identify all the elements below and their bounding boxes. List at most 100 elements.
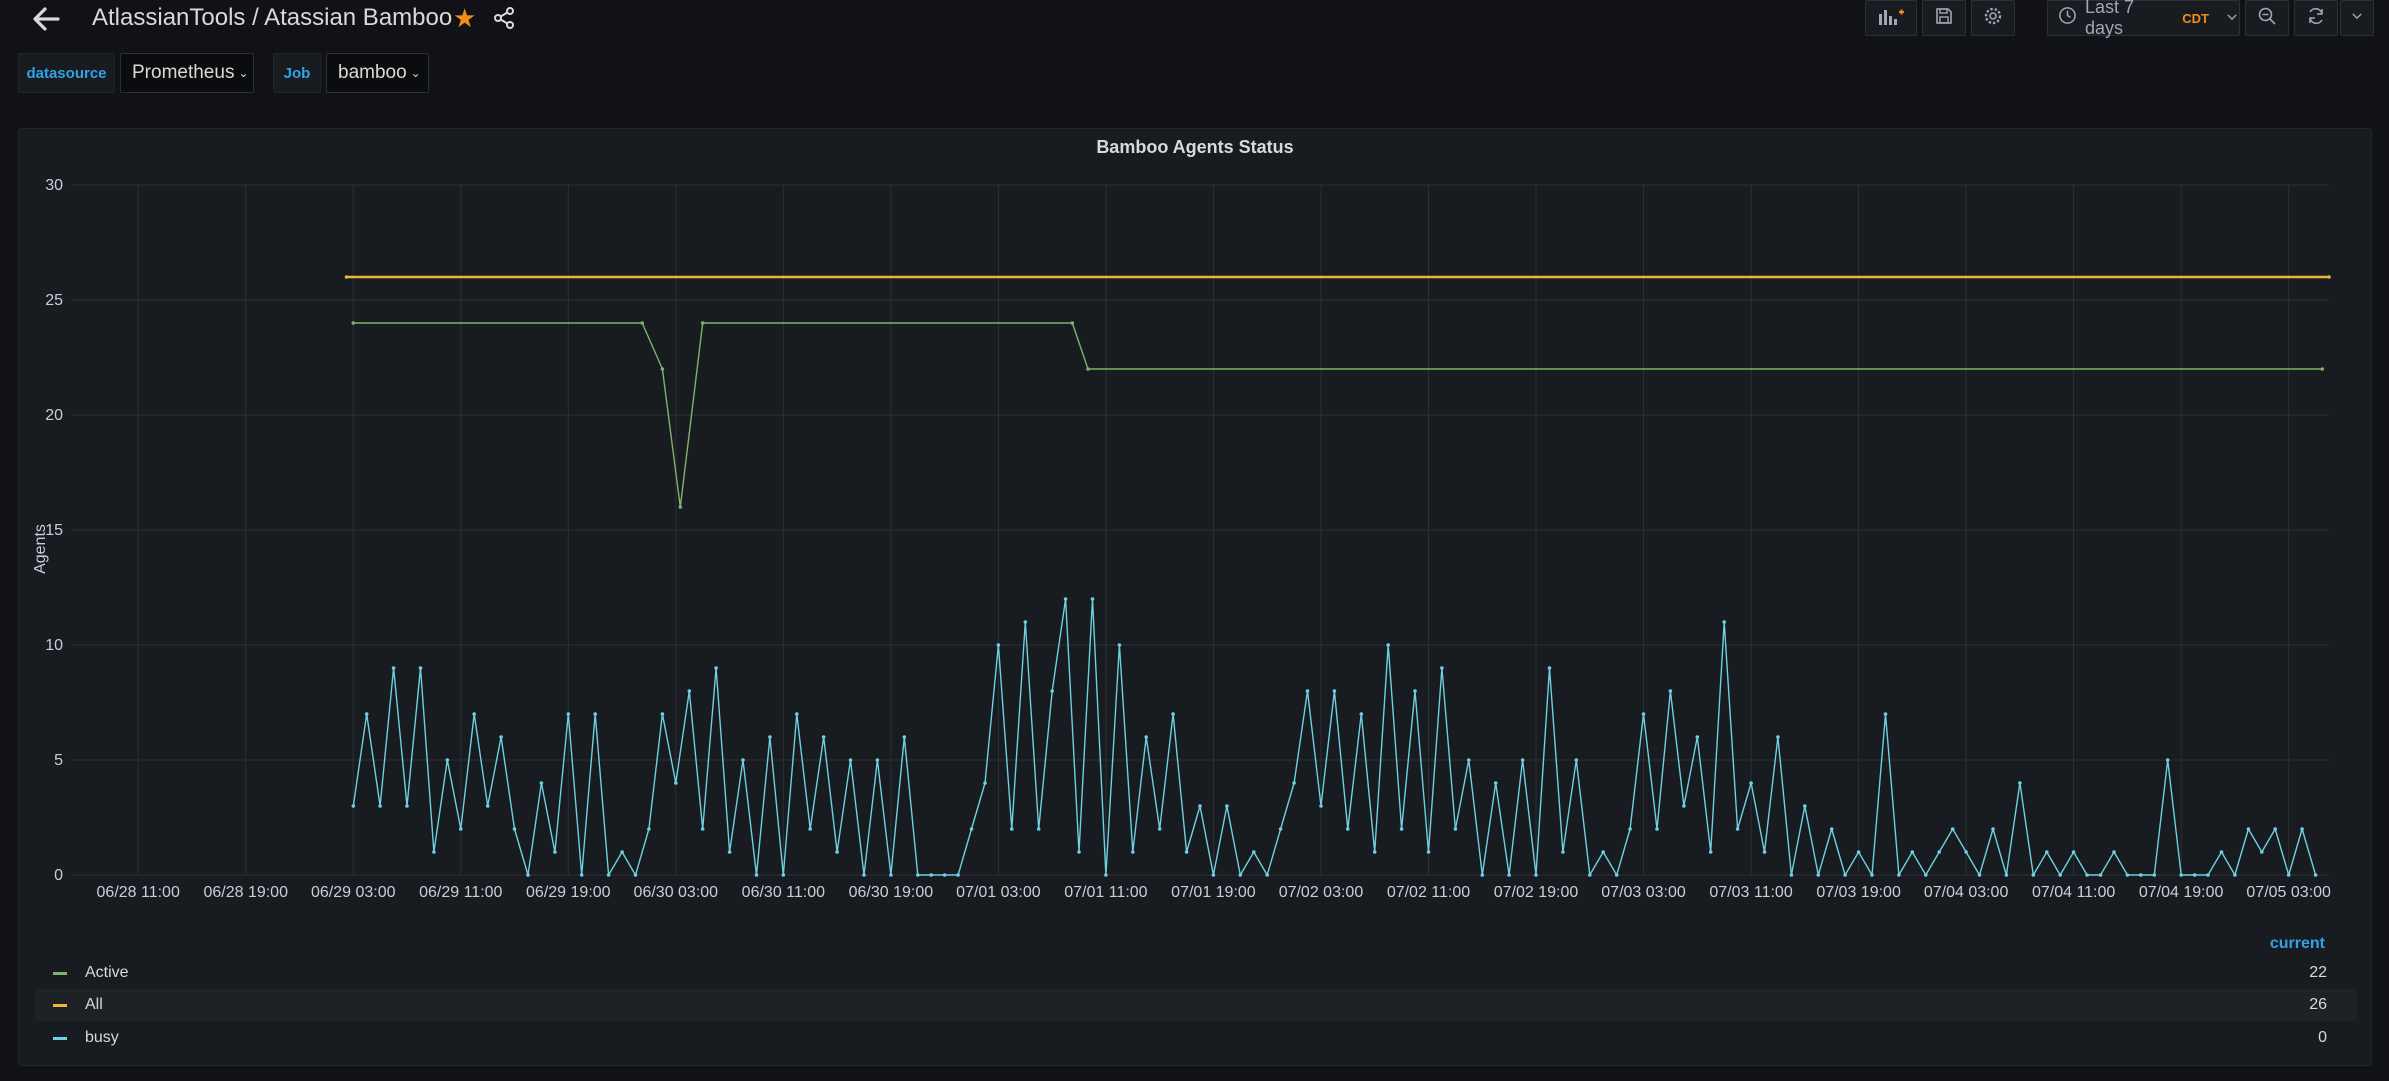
data-point xyxy=(1883,712,1888,716)
x-tick-label: 07/04 19:00 xyxy=(2139,884,2224,901)
data-point xyxy=(875,758,880,762)
data-point xyxy=(1090,597,1095,601)
data-point xyxy=(1561,850,1565,854)
data-point xyxy=(2320,367,2325,371)
data-point xyxy=(660,367,665,371)
data-point xyxy=(1534,873,1538,877)
legend-swatch xyxy=(53,1036,67,1040)
dashboard-settings-button[interactable] xyxy=(1971,0,2015,36)
x-axis-ticks: 06/28 11:00 06/28 19:00 06/29 03:00 06/29 1… xyxy=(97,884,2332,901)
data-point xyxy=(472,712,477,716)
data-point xyxy=(1480,873,1485,877)
chevron-down-icon xyxy=(2225,8,2239,29)
data-point xyxy=(1372,850,1377,854)
data-point xyxy=(727,850,732,854)
legend-item-all[interactable]: All 26 xyxy=(35,989,2357,1021)
refresh-button[interactable] xyxy=(2294,0,2338,36)
agents-chart: 0 5 10 15 20 25 30 06/28 11:00 06/28 19:00 06/29… xyxy=(32,177,2332,901)
y-tick-label: 30 xyxy=(45,177,63,194)
data-point xyxy=(1870,873,1874,877)
data-point xyxy=(1937,850,1941,854)
data-point xyxy=(1762,850,1767,854)
data-point xyxy=(1682,804,1686,808)
x-tick-label: 07/02 03:00 xyxy=(1279,884,1364,901)
data-point xyxy=(1641,712,1646,716)
data-point xyxy=(1036,827,1041,831)
data-point xyxy=(2071,850,2076,854)
legend-series-name[interactable]: Active xyxy=(85,964,129,981)
data-point xyxy=(432,850,436,854)
legend-item-active[interactable]: Active 22 xyxy=(35,957,2357,989)
data-point xyxy=(647,827,651,831)
data-point xyxy=(1426,850,1431,854)
data-point xyxy=(364,712,369,716)
data-point xyxy=(674,781,678,785)
data-point xyxy=(808,827,812,831)
job-value: bamboo xyxy=(338,62,407,83)
refresh-interval-dropdown[interactable] xyxy=(2340,0,2374,36)
data-point xyxy=(1023,620,1028,624)
data-point xyxy=(1063,597,1068,601)
data-point xyxy=(1198,804,1202,808)
data-point xyxy=(1086,367,1090,371)
data-point xyxy=(862,873,866,877)
back-arrow-icon[interactable] xyxy=(30,4,62,34)
data-point xyxy=(1588,873,1592,877)
time-range-picker[interactable]: Last 7 days CDT xyxy=(2047,0,2240,38)
save-dashboard-button[interactable] xyxy=(1922,0,1966,36)
chevron-down-icon: ⌄ xyxy=(410,66,421,80)
data-point xyxy=(741,758,745,762)
data-point xyxy=(1722,620,1726,624)
data-point xyxy=(835,850,839,854)
x-tick-label: 07/04 11:00 xyxy=(2032,884,2115,901)
data-point xyxy=(1305,689,1310,693)
data-point xyxy=(351,804,356,808)
data-point xyxy=(754,873,759,877)
datasource-select[interactable]: Prometheus ⌄ xyxy=(120,53,254,93)
data-point xyxy=(1856,850,1861,854)
data-point xyxy=(1238,873,1243,877)
legend-current-value: 0 xyxy=(2318,1029,2327,1046)
data-point xyxy=(1399,827,1404,831)
zoom-out-icon xyxy=(2257,6,2277,31)
x-tick-label: 06/28 19:00 xyxy=(203,884,288,901)
data-point xyxy=(1910,850,1915,854)
x-tick-label: 06/30 03:00 xyxy=(634,884,719,901)
data-point xyxy=(2233,873,2237,877)
data-point xyxy=(956,873,960,877)
data-point xyxy=(445,758,450,762)
data-point xyxy=(1776,735,1780,739)
data-point xyxy=(1467,758,1471,762)
data-point xyxy=(2313,873,2318,877)
legend-series-name[interactable]: busy xyxy=(85,1029,119,1046)
data-point xyxy=(795,712,799,716)
data-point xyxy=(566,712,571,716)
legend-current-header[interactable]: current xyxy=(2269,935,2325,952)
data-point xyxy=(2098,873,2103,877)
data-point xyxy=(889,873,893,877)
data-point xyxy=(700,827,705,831)
data-point xyxy=(526,873,530,877)
zoom-out-button[interactable] xyxy=(2245,0,2289,36)
save-icon xyxy=(1934,6,1954,31)
share-icon[interactable] xyxy=(492,6,516,30)
data-point xyxy=(969,827,974,831)
star-icon[interactable]: ★ xyxy=(453,3,477,33)
variable-label-job: Job xyxy=(273,53,321,93)
data-point xyxy=(1359,712,1364,716)
panel-title[interactable]: Bamboo Agents Status xyxy=(1096,137,1294,157)
data-point xyxy=(714,666,718,670)
data-point xyxy=(1695,735,1700,739)
data-point xyxy=(1131,850,1135,854)
data-point xyxy=(640,321,644,325)
legend-item-busy[interactable]: busy 0 xyxy=(35,1022,2357,1054)
data-point xyxy=(2018,781,2022,785)
job-select[interactable]: bamboo ⌄ xyxy=(326,53,429,93)
data-point xyxy=(2192,873,2197,877)
data-point xyxy=(2139,873,2143,877)
add-panel-button[interactable] xyxy=(1865,0,1917,36)
dashboard-breadcrumb[interactable]: AtlassianTools / Atassian Bamboo xyxy=(92,4,453,31)
data-point xyxy=(1278,827,1283,831)
legend-series-name[interactable]: All xyxy=(85,996,103,1013)
data-point xyxy=(2004,873,2009,877)
